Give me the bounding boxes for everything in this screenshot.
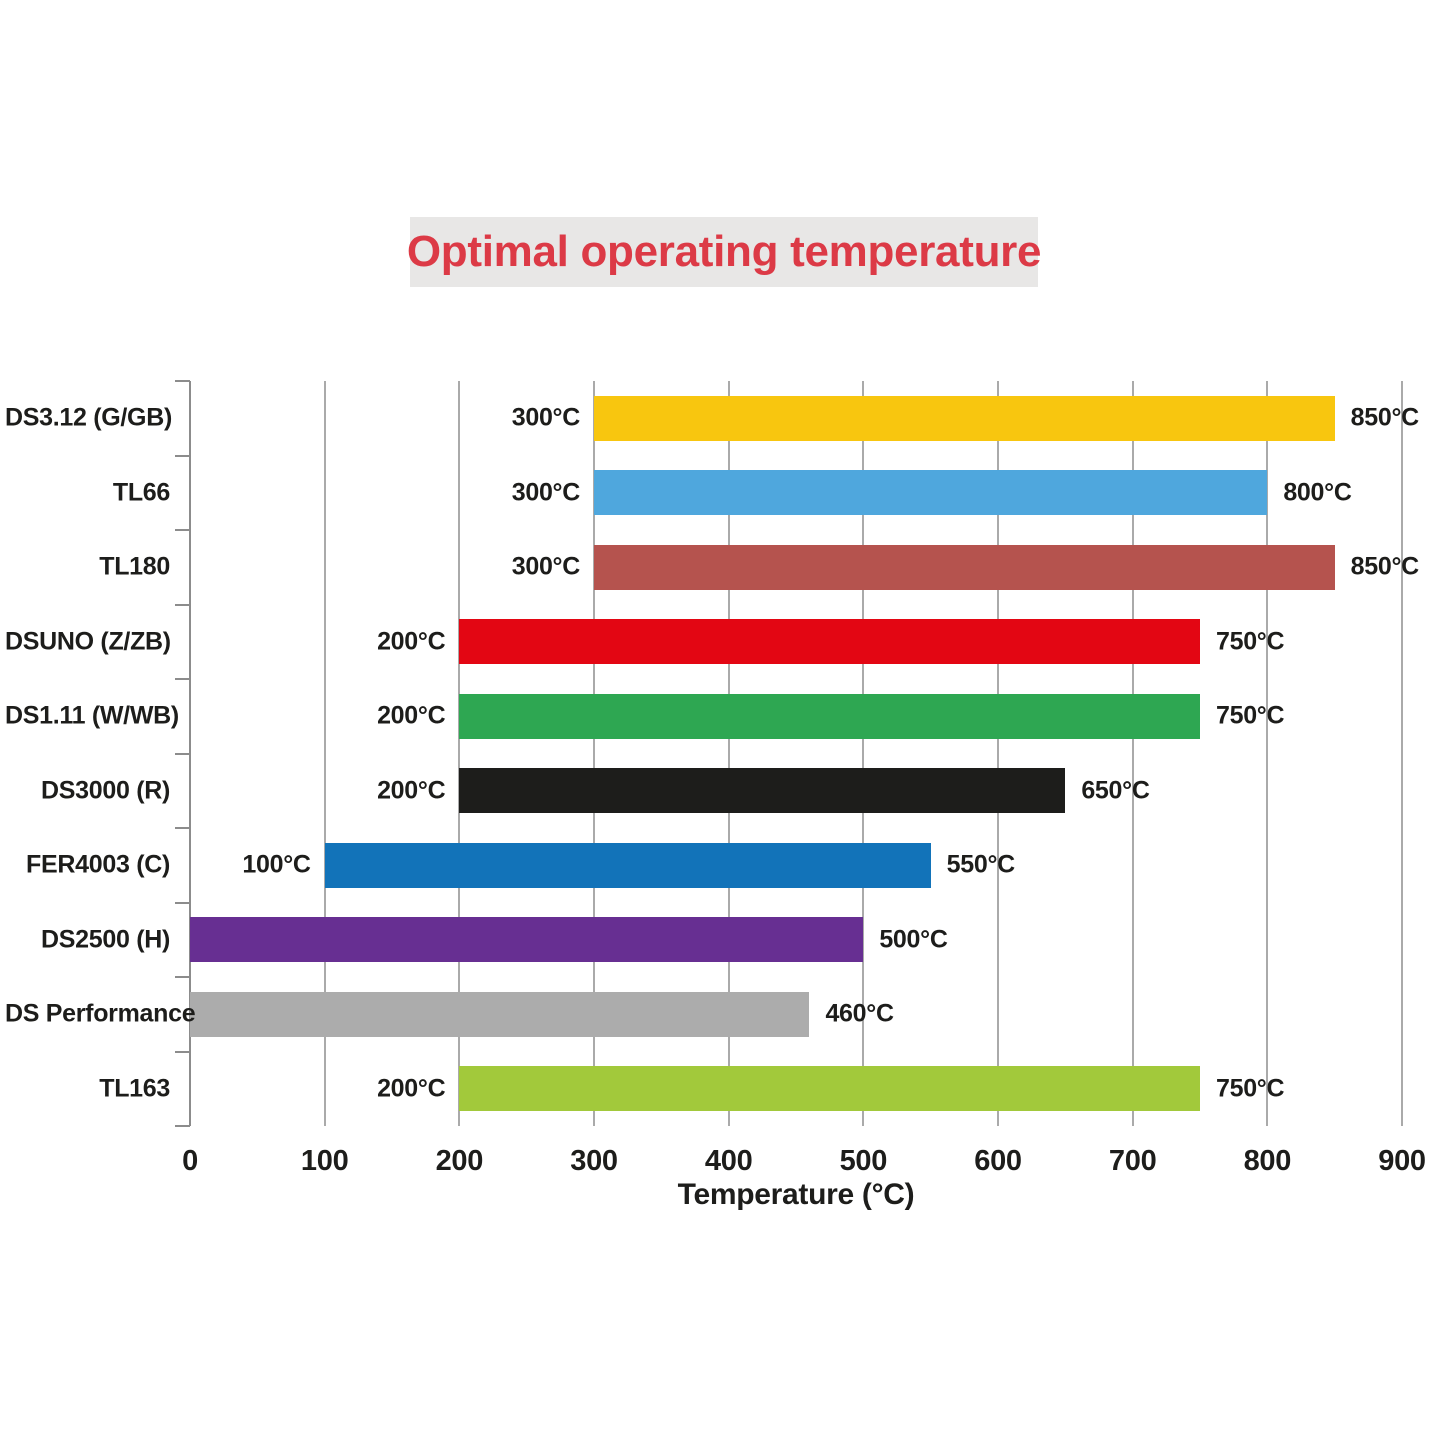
x-tick-label-500: 500 bbox=[839, 1145, 888, 1177]
chart-title: Optimal operating temperature bbox=[406, 227, 1042, 276]
x-tick-label-0: 0 bbox=[182, 1145, 198, 1177]
x-tick-label-600: 600 bbox=[974, 1145, 1022, 1177]
y-axis-tick bbox=[175, 901, 190, 904]
category-label: FER4003 (C) bbox=[26, 850, 170, 879]
bar-end-label: 750°C bbox=[1216, 701, 1285, 730]
gridline-400 bbox=[727, 381, 730, 1126]
bar-start-label: 200°C bbox=[377, 701, 446, 730]
y-axis-tick bbox=[175, 976, 190, 978]
x-tick-label-800: 800 bbox=[1243, 1145, 1292, 1177]
bar-start-label: 300°C bbox=[511, 403, 581, 432]
bar-tl163 bbox=[459, 1066, 1200, 1112]
gridline-300 bbox=[593, 381, 595, 1126]
y-axis-tick bbox=[175, 1125, 190, 1127]
gridline-200 bbox=[458, 381, 461, 1126]
category-label: DS3.12 (G/GB) bbox=[5, 403, 172, 432]
gridline-600 bbox=[997, 381, 999, 1126]
x-axis-title: Temperature (°C) bbox=[677, 1178, 915, 1211]
x-tick-label-400: 400 bbox=[704, 1145, 753, 1177]
y-axis-tick bbox=[175, 603, 190, 606]
x-tick-label-700: 700 bbox=[1108, 1145, 1157, 1177]
bar-tl180 bbox=[594, 544, 1335, 590]
bar-end-label: 800°C bbox=[1283, 478, 1352, 507]
chart-title-box: Optimal operating temperature bbox=[406, 217, 1042, 287]
bar-ds3000-r bbox=[459, 768, 1066, 814]
bar-start-label: 200°C bbox=[377, 1074, 446, 1103]
category-label: DS1.11 (W/WB) bbox=[5, 701, 179, 730]
y-axis-tick bbox=[175, 827, 190, 829]
y-axis-tick bbox=[175, 380, 190, 382]
gridline-700 bbox=[1131, 381, 1134, 1126]
bar-ds1-11-w-wb bbox=[459, 693, 1200, 739]
y-axis-tick bbox=[175, 678, 190, 680]
category-label: TL163 bbox=[99, 1074, 170, 1103]
category-label: DS2500 (H) bbox=[41, 925, 170, 954]
bar-ds3-12-g-gb bbox=[594, 395, 1335, 441]
gridline-900 bbox=[1401, 381, 1403, 1126]
category-label: DS3000 (R) bbox=[41, 776, 170, 805]
category-label: DSUNO (Z/ZB) bbox=[5, 627, 171, 656]
bar-tl66 bbox=[594, 470, 1268, 516]
gridline-500 bbox=[862, 381, 865, 1126]
plot-area: 0 100 200 300 400 500 600 700 800 900 DS3.12 (G/GB… bbox=[5, 380, 1426, 1177]
gridline-100 bbox=[323, 381, 326, 1126]
x-tick-label-100: 100 bbox=[300, 1145, 349, 1177]
bar-start-label: 200°C bbox=[377, 776, 446, 805]
bar-start-label: 200°C bbox=[377, 627, 446, 656]
category-label: DS Performance bbox=[5, 999, 196, 1028]
bar-ds2500-h bbox=[190, 917, 864, 963]
bar-end-label: 750°C bbox=[1216, 627, 1285, 656]
x-tick-label-200: 200 bbox=[435, 1145, 484, 1177]
category-label: TL180 bbox=[99, 552, 170, 581]
category-label: TL66 bbox=[112, 478, 170, 507]
y-axis-line bbox=[189, 381, 191, 1126]
bar-start-label: 100°C bbox=[242, 850, 311, 879]
bar-ds-performance bbox=[190, 991, 810, 1037]
y-axis-tick bbox=[175, 529, 190, 531]
bar-start-label: 300°C bbox=[511, 552, 581, 581]
bar-end-label: 460°C bbox=[825, 999, 894, 1028]
bar-start-label: 300°C bbox=[511, 478, 581, 507]
gridline-800 bbox=[1266, 381, 1269, 1126]
bar-end-label: 750°C bbox=[1216, 1074, 1285, 1103]
bar-end-label: 650°C bbox=[1081, 776, 1150, 805]
y-axis-tick bbox=[175, 454, 190, 457]
x-tick-label-900: 900 bbox=[1378, 1145, 1426, 1177]
y-axis-tick bbox=[175, 1050, 190, 1053]
x-tick-label-300: 300 bbox=[570, 1145, 618, 1177]
bar-end-label: 850°C bbox=[1350, 403, 1420, 432]
bar-dsuno-z-zb bbox=[459, 619, 1200, 665]
bar-end-label: 850°C bbox=[1350, 552, 1420, 581]
bar-fer4003-c bbox=[324, 842, 931, 888]
bar-end-label: 500°C bbox=[879, 925, 948, 954]
y-axis-tick bbox=[175, 752, 190, 755]
bar-end-label: 550°C bbox=[946, 850, 1016, 879]
